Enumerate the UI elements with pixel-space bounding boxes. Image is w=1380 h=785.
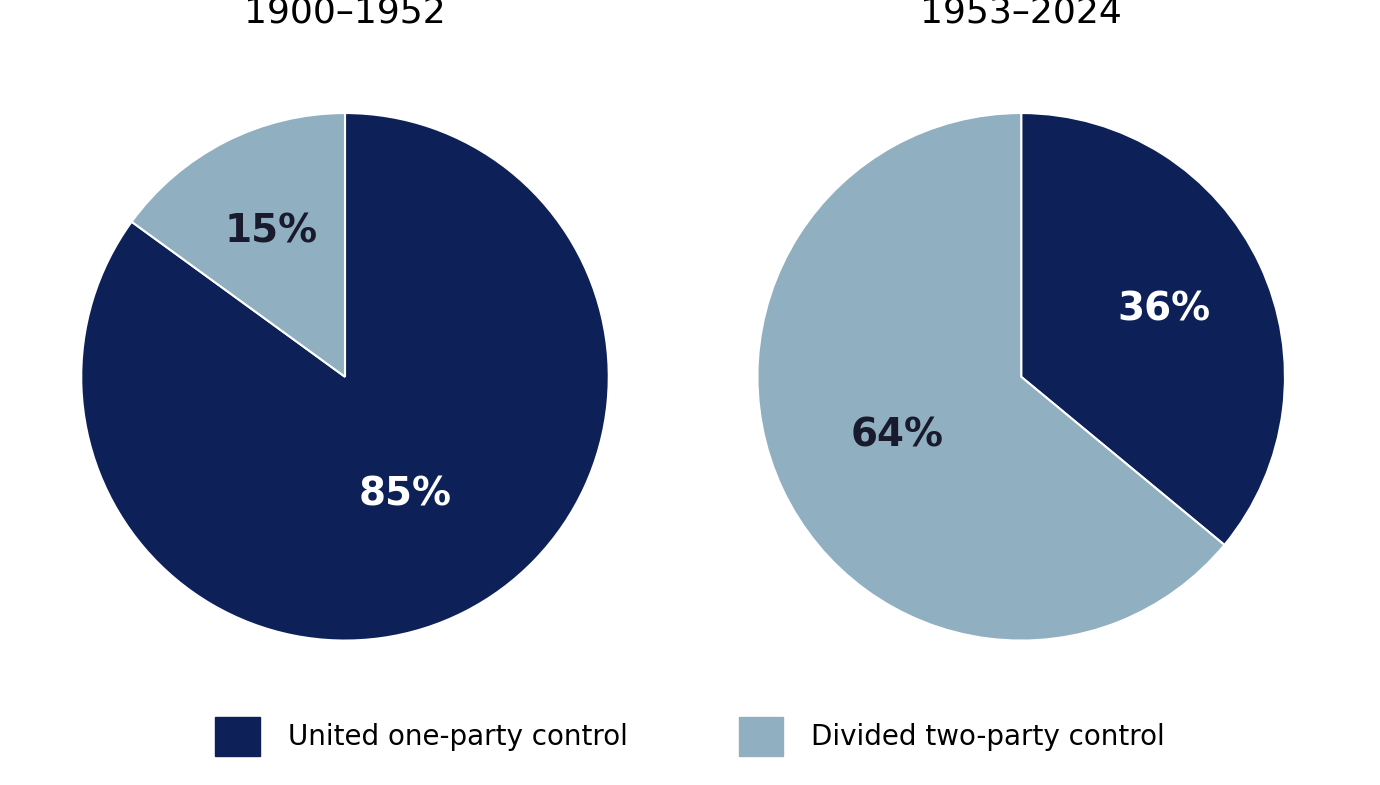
Wedge shape xyxy=(131,113,345,377)
Title: 1953–2024: 1953–2024 xyxy=(920,0,1122,29)
Text: 64%: 64% xyxy=(850,416,944,455)
Text: 36%: 36% xyxy=(1118,290,1212,328)
Wedge shape xyxy=(758,113,1224,641)
Text: 85%: 85% xyxy=(359,475,451,513)
Legend: United one-party control, Divided two-party control: United one-party control, Divided two-pa… xyxy=(204,706,1176,767)
Wedge shape xyxy=(81,113,609,641)
Text: 15%: 15% xyxy=(224,212,317,250)
Title: 1900–1952: 1900–1952 xyxy=(244,0,446,29)
Wedge shape xyxy=(1021,113,1285,545)
